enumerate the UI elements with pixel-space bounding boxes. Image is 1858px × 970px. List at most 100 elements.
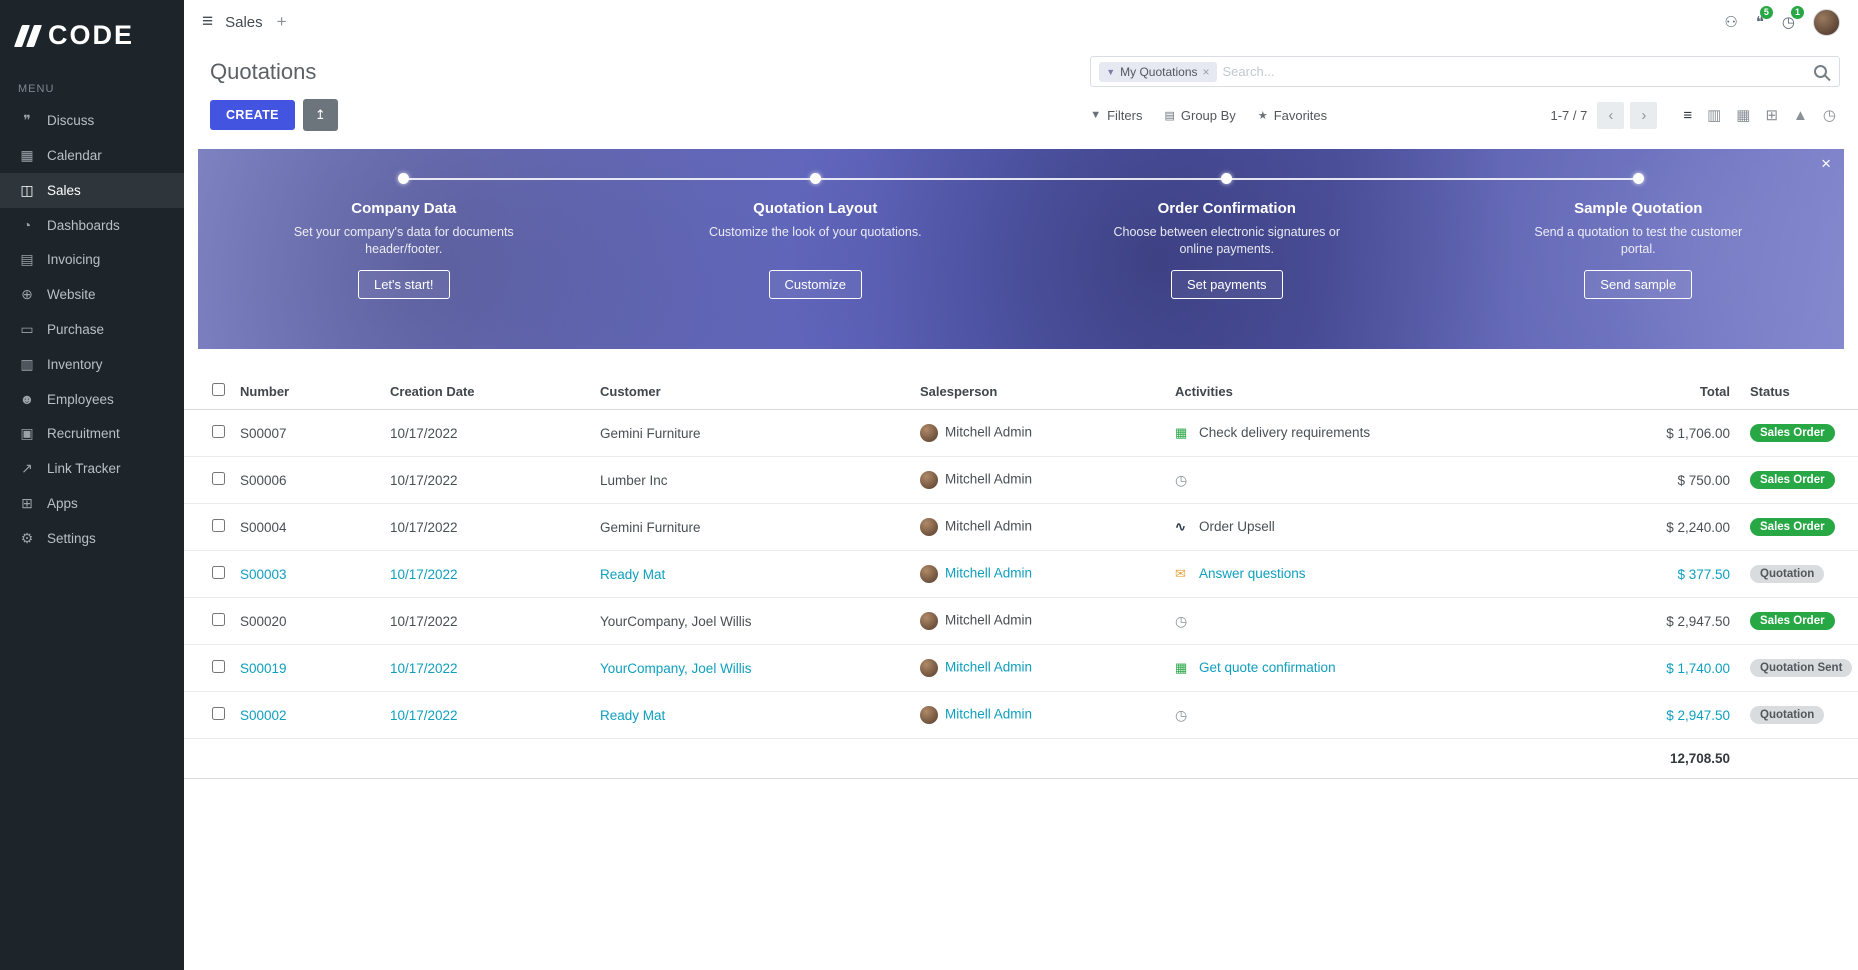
pager-next-button[interactable]: › [1630, 101, 1658, 129]
menu-toggle-icon[interactable]: ≡ [202, 11, 214, 32]
banner-close-icon[interactable]: × [1821, 154, 1831, 173]
apps-icon: ⊞ [21, 495, 33, 511]
status-badge: Sales Order [1750, 518, 1835, 536]
cell-creation-date: 10/17/2022 [380, 691, 590, 739]
debug-icon[interactable]: ⚇ [1724, 14, 1738, 31]
activity-view-icon[interactable]: ◷ [1822, 107, 1836, 124]
row-checkbox[interactable] [212, 472, 225, 485]
favorites-label: Favorites [1273, 107, 1328, 123]
table-row[interactable]: S00002 10/17/2022 Ready Mat Mitchell Adm… [184, 691, 1858, 739]
cell-activities[interactable]: ▦ Check delivery requirements [1165, 409, 1600, 457]
control-panel-button-row: CREATE ↥ ▼ Filters ▤ Group By ★ Favorites 1… [184, 91, 1858, 143]
sidebar-item-apps[interactable]: ⊞ Apps [0, 486, 184, 521]
header-status[interactable]: Status [1740, 373, 1858, 410]
search-input[interactable] [1222, 64, 1808, 79]
header-salesperson[interactable]: Salesperson [910, 373, 1165, 410]
table-row[interactable]: S00004 10/17/2022 Gemini Furniture Mitch… [184, 503, 1858, 551]
cell-activities[interactable]: ◷ [1165, 597, 1600, 645]
favorites-button[interactable]: ★ Favorites [1258, 108, 1327, 123]
envelope-icon: ✉ [1175, 566, 1186, 582]
row-checkbox[interactable] [212, 613, 225, 626]
cell-activities[interactable]: ✉ Answer questions [1165, 550, 1600, 598]
export-button[interactable]: ↥ [302, 99, 338, 131]
sidebar-item-recruitment[interactable]: ▣ Recruitment [0, 416, 184, 451]
cell-activities[interactable]: ▦ Get quote confirmation [1165, 644, 1600, 692]
cell-status: Sales Order [1740, 409, 1858, 457]
customize-button[interactable]: Customize [768, 270, 862, 299]
table-row[interactable]: S00007 10/17/2022 Gemini Furniture Mitch… [184, 409, 1858, 457]
sidebar-item-website[interactable]: ⊕ Website [0, 277, 184, 312]
header-customer[interactable]: Customer [590, 373, 910, 410]
graph-view-icon[interactable]: ▲ [1793, 106, 1808, 124]
user-avatar[interactable] [1813, 8, 1840, 36]
cell-total: $ 750.00 [1600, 456, 1740, 504]
cell-salesperson: Mitchell Admin [910, 550, 1165, 598]
facet-remove-icon[interactable]: × [1202, 64, 1210, 79]
row-checkbox[interactable] [212, 425, 225, 438]
row-checkbox[interactable] [212, 707, 225, 720]
status-badge: Sales Order [1750, 612, 1835, 630]
sidebar-item-label: Link Tracker [47, 461, 121, 476]
search-icon[interactable] [1814, 65, 1827, 78]
sidebar-item-settings[interactable]: ⚙ Settings [0, 521, 184, 556]
step-description: Send a quotation to test the customer po… [1534, 225, 1743, 256]
activities-icon[interactable]: ◷ 1 [1782, 6, 1804, 31]
add-tab-button[interactable]: + [276, 12, 287, 31]
sidebar-item-sales[interactable]: ◫ Sales [0, 173, 184, 208]
cell-number: S00007 [230, 409, 380, 457]
messages-icon[interactable]: ❝ 5 [1756, 6, 1773, 31]
employees-icon: ☻ [19, 391, 35, 407]
cell-creation-date: 10/17/2022 [380, 550, 590, 598]
sidebar-item-calendar[interactable]: ▦ Calendar [0, 138, 184, 173]
select-all-checkbox[interactable] [212, 383, 225, 396]
cell-activities[interactable]: ◷ [1165, 691, 1600, 739]
salesperson-name: Mitchell Admin [945, 424, 1033, 440]
sidebar-item-employees[interactable]: ☻ Employees [0, 382, 184, 416]
cell-activities[interactable]: ◷ [1165, 456, 1600, 504]
cell-number: S00019 [230, 644, 380, 692]
header-creation-date[interactable]: Creation Date [380, 373, 590, 410]
table-row[interactable]: S00019 10/17/2022 YourCompany, Joel Will… [184, 644, 1858, 692]
cell-activities[interactable]: ∿ Order Upsell [1165, 503, 1600, 551]
salesperson-name: Mitchell Admin [945, 565, 1033, 581]
calendar-view-icon[interactable]: ▦ [1736, 107, 1751, 124]
row-checkbox[interactable] [212, 660, 225, 673]
send-sample-button[interactable]: Send sample [1584, 270, 1693, 299]
page-title: Quotations [210, 58, 317, 84]
search-facet-chip[interactable]: ▼ My Quotations × [1099, 61, 1217, 82]
filters-button[interactable]: ▼ Filters [1090, 108, 1142, 123]
set-payments-button[interactable]: Set payments [1171, 270, 1283, 299]
sidebar-item-link-tracker[interactable]: ↗ Link Tracker [0, 451, 184, 486]
lets-start-button[interactable]: Let's start! [357, 270, 450, 299]
app-logo[interactable]: CODE [0, 0, 184, 69]
header-activities[interactable]: Activities [1165, 373, 1600, 410]
cell-customer: YourCompany, Joel Willis [590, 644, 910, 692]
sidebar-item-discuss[interactable]: ❞ Discuss [0, 103, 184, 138]
cell-salesperson: Mitchell Admin [910, 503, 1165, 551]
sidebar-item-invoicing[interactable]: ▤ Invoicing [0, 242, 184, 277]
activity-label: Answer questions [1199, 565, 1306, 581]
table-row[interactable]: S00006 10/17/2022 Lumber Inc Mitchell Ad… [184, 456, 1858, 504]
kanban-view-icon[interactable]: ▥ [1707, 107, 1722, 124]
row-checkbox[interactable] [212, 566, 225, 579]
row-checkbox[interactable] [212, 519, 225, 532]
groupby-button[interactable]: ▤ Group By [1164, 108, 1235, 123]
sidebar-item-inventory[interactable]: ▥ Inventory [0, 347, 184, 382]
pivot-view-icon[interactable]: ⊞ [1765, 107, 1779, 124]
create-button[interactable]: CREATE [210, 100, 295, 130]
list-view-icon[interactable]: ≡ [1683, 106, 1693, 124]
onboarding-banner: × Company Data Set your company's data f… [198, 149, 1844, 349]
search-box[interactable]: ▼ My Quotations × [1090, 56, 1840, 87]
current-app-name[interactable]: Sales [225, 13, 263, 31]
table-row[interactable]: S00003 10/17/2022 Ready Mat Mitchell Adm… [184, 550, 1858, 598]
header-total[interactable]: Total [1600, 373, 1740, 410]
funnel-icon: ▼ [1106, 66, 1116, 77]
sidebar-item-purchase[interactable]: ▭ Purchase [0, 312, 184, 347]
pager-prev-button[interactable]: ‹ [1597, 101, 1625, 129]
table-row[interactable]: S00020 10/17/2022 YourCompany, Joel Will… [184, 597, 1858, 645]
header-number[interactable]: Number [230, 373, 380, 410]
link-icon: ↗ [21, 460, 33, 476]
cell-creation-date: 10/17/2022 [380, 503, 590, 551]
sidebar-item-dashboards[interactable]: ◔ Dashboards [0, 208, 184, 242]
step-title: Sample Quotation [1574, 200, 1703, 217]
